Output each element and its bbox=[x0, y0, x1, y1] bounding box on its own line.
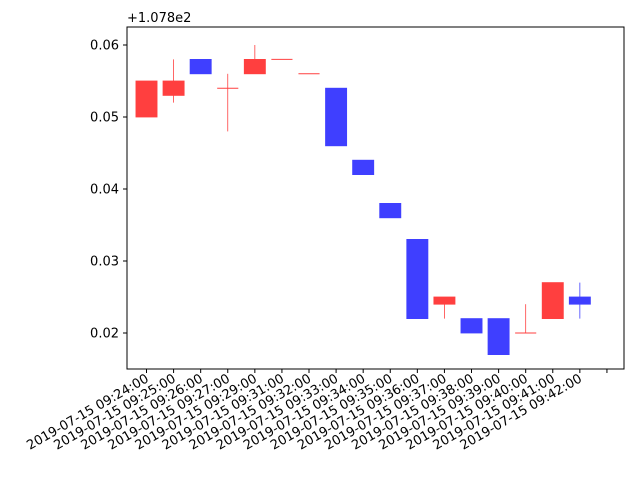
candle-body bbox=[433, 296, 456, 305]
candle bbox=[162, 59, 185, 103]
candle-body bbox=[352, 159, 375, 175]
candle bbox=[541, 282, 564, 320]
plot-frame bbox=[126, 26, 625, 370]
candle bbox=[460, 318, 483, 334]
candle bbox=[135, 80, 158, 118]
candle bbox=[515, 304, 537, 334]
candle bbox=[352, 159, 375, 175]
candles-layer bbox=[135, 45, 591, 356]
candle-body bbox=[189, 59, 212, 75]
candle bbox=[487, 318, 510, 356]
candle bbox=[189, 59, 212, 75]
candle bbox=[243, 45, 266, 75]
candle-body bbox=[243, 59, 266, 75]
candle-body bbox=[568, 296, 591, 305]
axes-layer bbox=[126, 26, 625, 370]
candle-body bbox=[162, 80, 185, 96]
candle-body bbox=[379, 202, 402, 219]
y-tick-label: 0.04 bbox=[90, 183, 119, 198]
candle bbox=[217, 73, 239, 132]
y-tick-label: 0.03 bbox=[90, 255, 119, 270]
candle bbox=[379, 202, 402, 219]
candle bbox=[568, 282, 591, 319]
candle-body bbox=[487, 318, 510, 356]
y-tick-label: 0.06 bbox=[90, 39, 119, 54]
candle-body bbox=[460, 318, 483, 334]
y-tick-label: 0.02 bbox=[90, 327, 119, 342]
y-offset-label: +1.078e2 bbox=[127, 11, 191, 26]
candle-body bbox=[135, 80, 158, 118]
candle-body bbox=[541, 282, 564, 320]
y-tick-label: 0.05 bbox=[90, 111, 119, 126]
candle-body bbox=[406, 238, 429, 319]
candle bbox=[325, 87, 348, 147]
candle-body bbox=[325, 87, 348, 147]
y-axis: 0.02 0.03 0.04 0.05 0.06 bbox=[90, 39, 127, 342]
candle bbox=[433, 296, 456, 319]
candle bbox=[406, 238, 429, 319]
